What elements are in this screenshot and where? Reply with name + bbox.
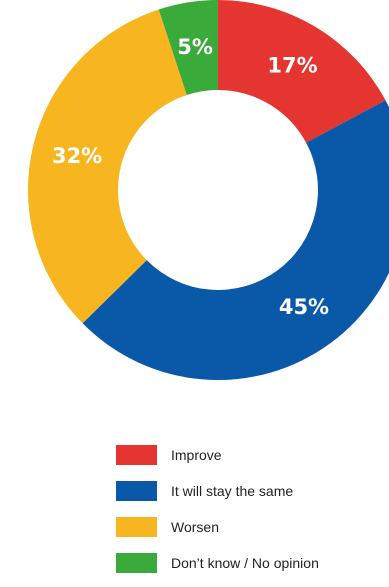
legend-label-stay-same: It will stay the same bbox=[171, 482, 294, 499]
legend-swatch-dont-know bbox=[116, 552, 157, 573]
legend-item-worsen: Worsen bbox=[116, 515, 319, 538]
legend-item-dont-know: Don’t know / No opinion bbox=[116, 551, 319, 574]
legend-label-worsen: Worsen bbox=[171, 518, 219, 535]
slice-label-worsen: 32% bbox=[52, 144, 102, 168]
legend-item-improve: Improve bbox=[116, 443, 319, 466]
donut-slice-improve bbox=[218, 0, 386, 143]
donut-slice-stay-same bbox=[82, 100, 389, 380]
legend-swatch-worsen bbox=[116, 516, 157, 537]
donut-slice-labels: 17% 45% 32% 5% bbox=[52, 35, 329, 319]
chart-legend: Improve It will stay the same Worsen Don… bbox=[116, 443, 319, 587]
legend-label-improve: Improve bbox=[171, 446, 222, 463]
slice-label-improve: 17% bbox=[267, 54, 317, 78]
slice-label-dont-know: 5% bbox=[177, 35, 213, 59]
donut-chart: 17% 45% 32% 5% bbox=[27, 0, 389, 380]
legend-label-dont-know: Don’t know / No opinion bbox=[171, 554, 319, 571]
donut-slice-worsen bbox=[27, 9, 187, 324]
slice-label-stay-same: 45% bbox=[279, 295, 329, 319]
legend-swatch-improve bbox=[116, 444, 157, 465]
donut-slice-dont-know bbox=[158, 0, 218, 95]
legend-item-stay-same: It will stay the same bbox=[116, 479, 319, 502]
donut-slices bbox=[27, 0, 389, 380]
legend-swatch-stay-same bbox=[116, 480, 157, 501]
